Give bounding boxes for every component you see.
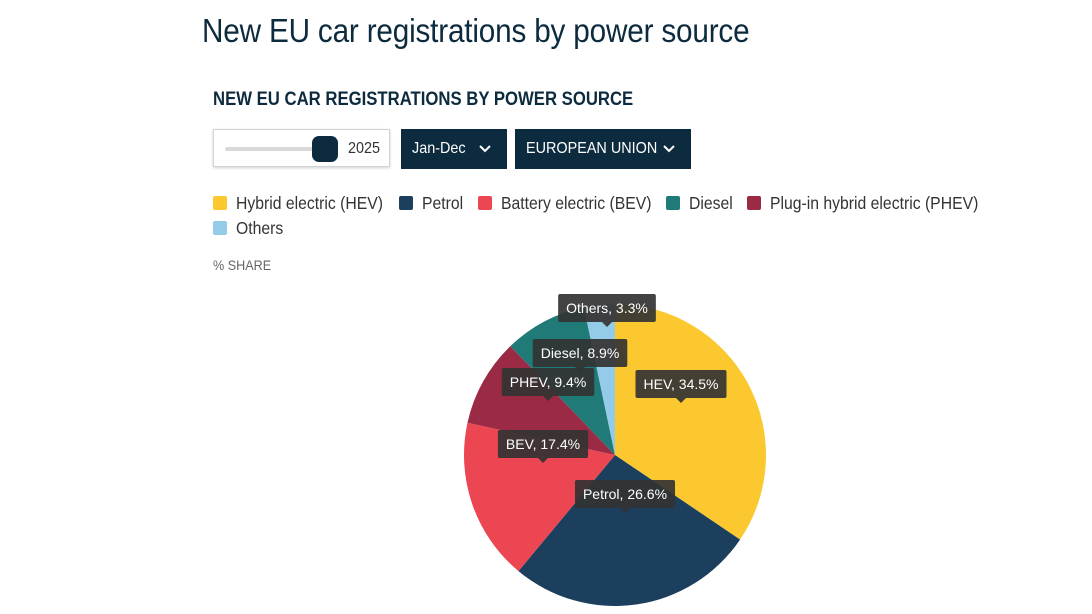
legend-swatch [213,221,227,235]
page-title: New EU car registrations by power source [202,12,750,49]
region-dropdown-label: EUROPEAN UNION [526,140,658,157]
slice-label-box [635,370,727,398]
slider-track[interactable] [225,147,325,151]
slice-label-pointer [676,398,686,403]
slice-label-text: Petrol, 26.6% [583,486,667,502]
pie-slice-petrol[interactable] [518,455,741,606]
legend-label: Hybrid electric (HEV) [236,193,384,213]
region-dropdown[interactable]: EUROPEAN UNION [515,129,691,169]
legend-label: Petrol [422,193,464,213]
slice-label-text: HEV, 34.5% [644,376,719,392]
legend-swatch [747,196,761,210]
slice-label-box [532,339,628,367]
slice-label-pointer [602,322,612,327]
legend-label: Others [236,218,284,238]
slice-label-petrol: Petrol, 26.6% [574,480,676,513]
slice-label-box [558,294,656,322]
legend-swatch [399,196,413,210]
slice-label-text: Others, 3.3% [566,300,648,316]
slice-label-hev: HEV, 34.5% [635,370,727,403]
slice-label-text: BEV, 17.4% [506,436,580,452]
period-dropdown[interactable]: Jan-Dec [401,129,507,169]
slice-label-box [501,368,595,396]
slice-label-bev: BEV, 17.4% [497,430,589,463]
slice-label-box [497,430,589,458]
pie-slice-hev[interactable] [615,304,767,540]
chevron-down-icon [479,145,491,153]
slice-label-pointer [543,396,553,401]
slider-handle[interactable] [312,136,338,162]
slice-label-pointer [620,508,630,513]
slice-label-others: Others, 3.3% [558,294,656,327]
year-value: 2025 [348,140,381,157]
slice-label-box [574,480,676,508]
slice-label-pointer [538,458,548,463]
slice-label-pointer [575,367,585,372]
legend-swatch [666,196,680,210]
legend-label: Diesel [689,193,733,213]
slice-label-text: PHEV, 9.4% [510,374,587,390]
legend-swatch [213,196,227,210]
chevron-down-icon [663,145,675,153]
chart-title: NEW EU CAR REGISTRATIONS BY POWER SOURCE [213,89,634,110]
slice-label-text: Diesel, 8.9% [541,345,620,361]
legend-swatch [478,196,492,210]
slice-label-phev: PHEV, 9.4% [501,368,595,401]
pie-slice-bev[interactable] [464,422,615,572]
legend-label: Battery electric (BEV) [501,193,652,213]
slice-label-diesel: Diesel, 8.9% [532,339,628,372]
period-dropdown-label: Jan-Dec [412,140,466,157]
year-slider[interactable]: 2025 [213,129,390,167]
legend-label: Plug-in hybrid electric (PHEV) [770,193,979,213]
unit-label: % SHARE [213,257,272,273]
slice-labels: HEV, 34.5% Petrol, 26.6% BEV, 17.4% PHEV, 9… [497,294,727,513]
